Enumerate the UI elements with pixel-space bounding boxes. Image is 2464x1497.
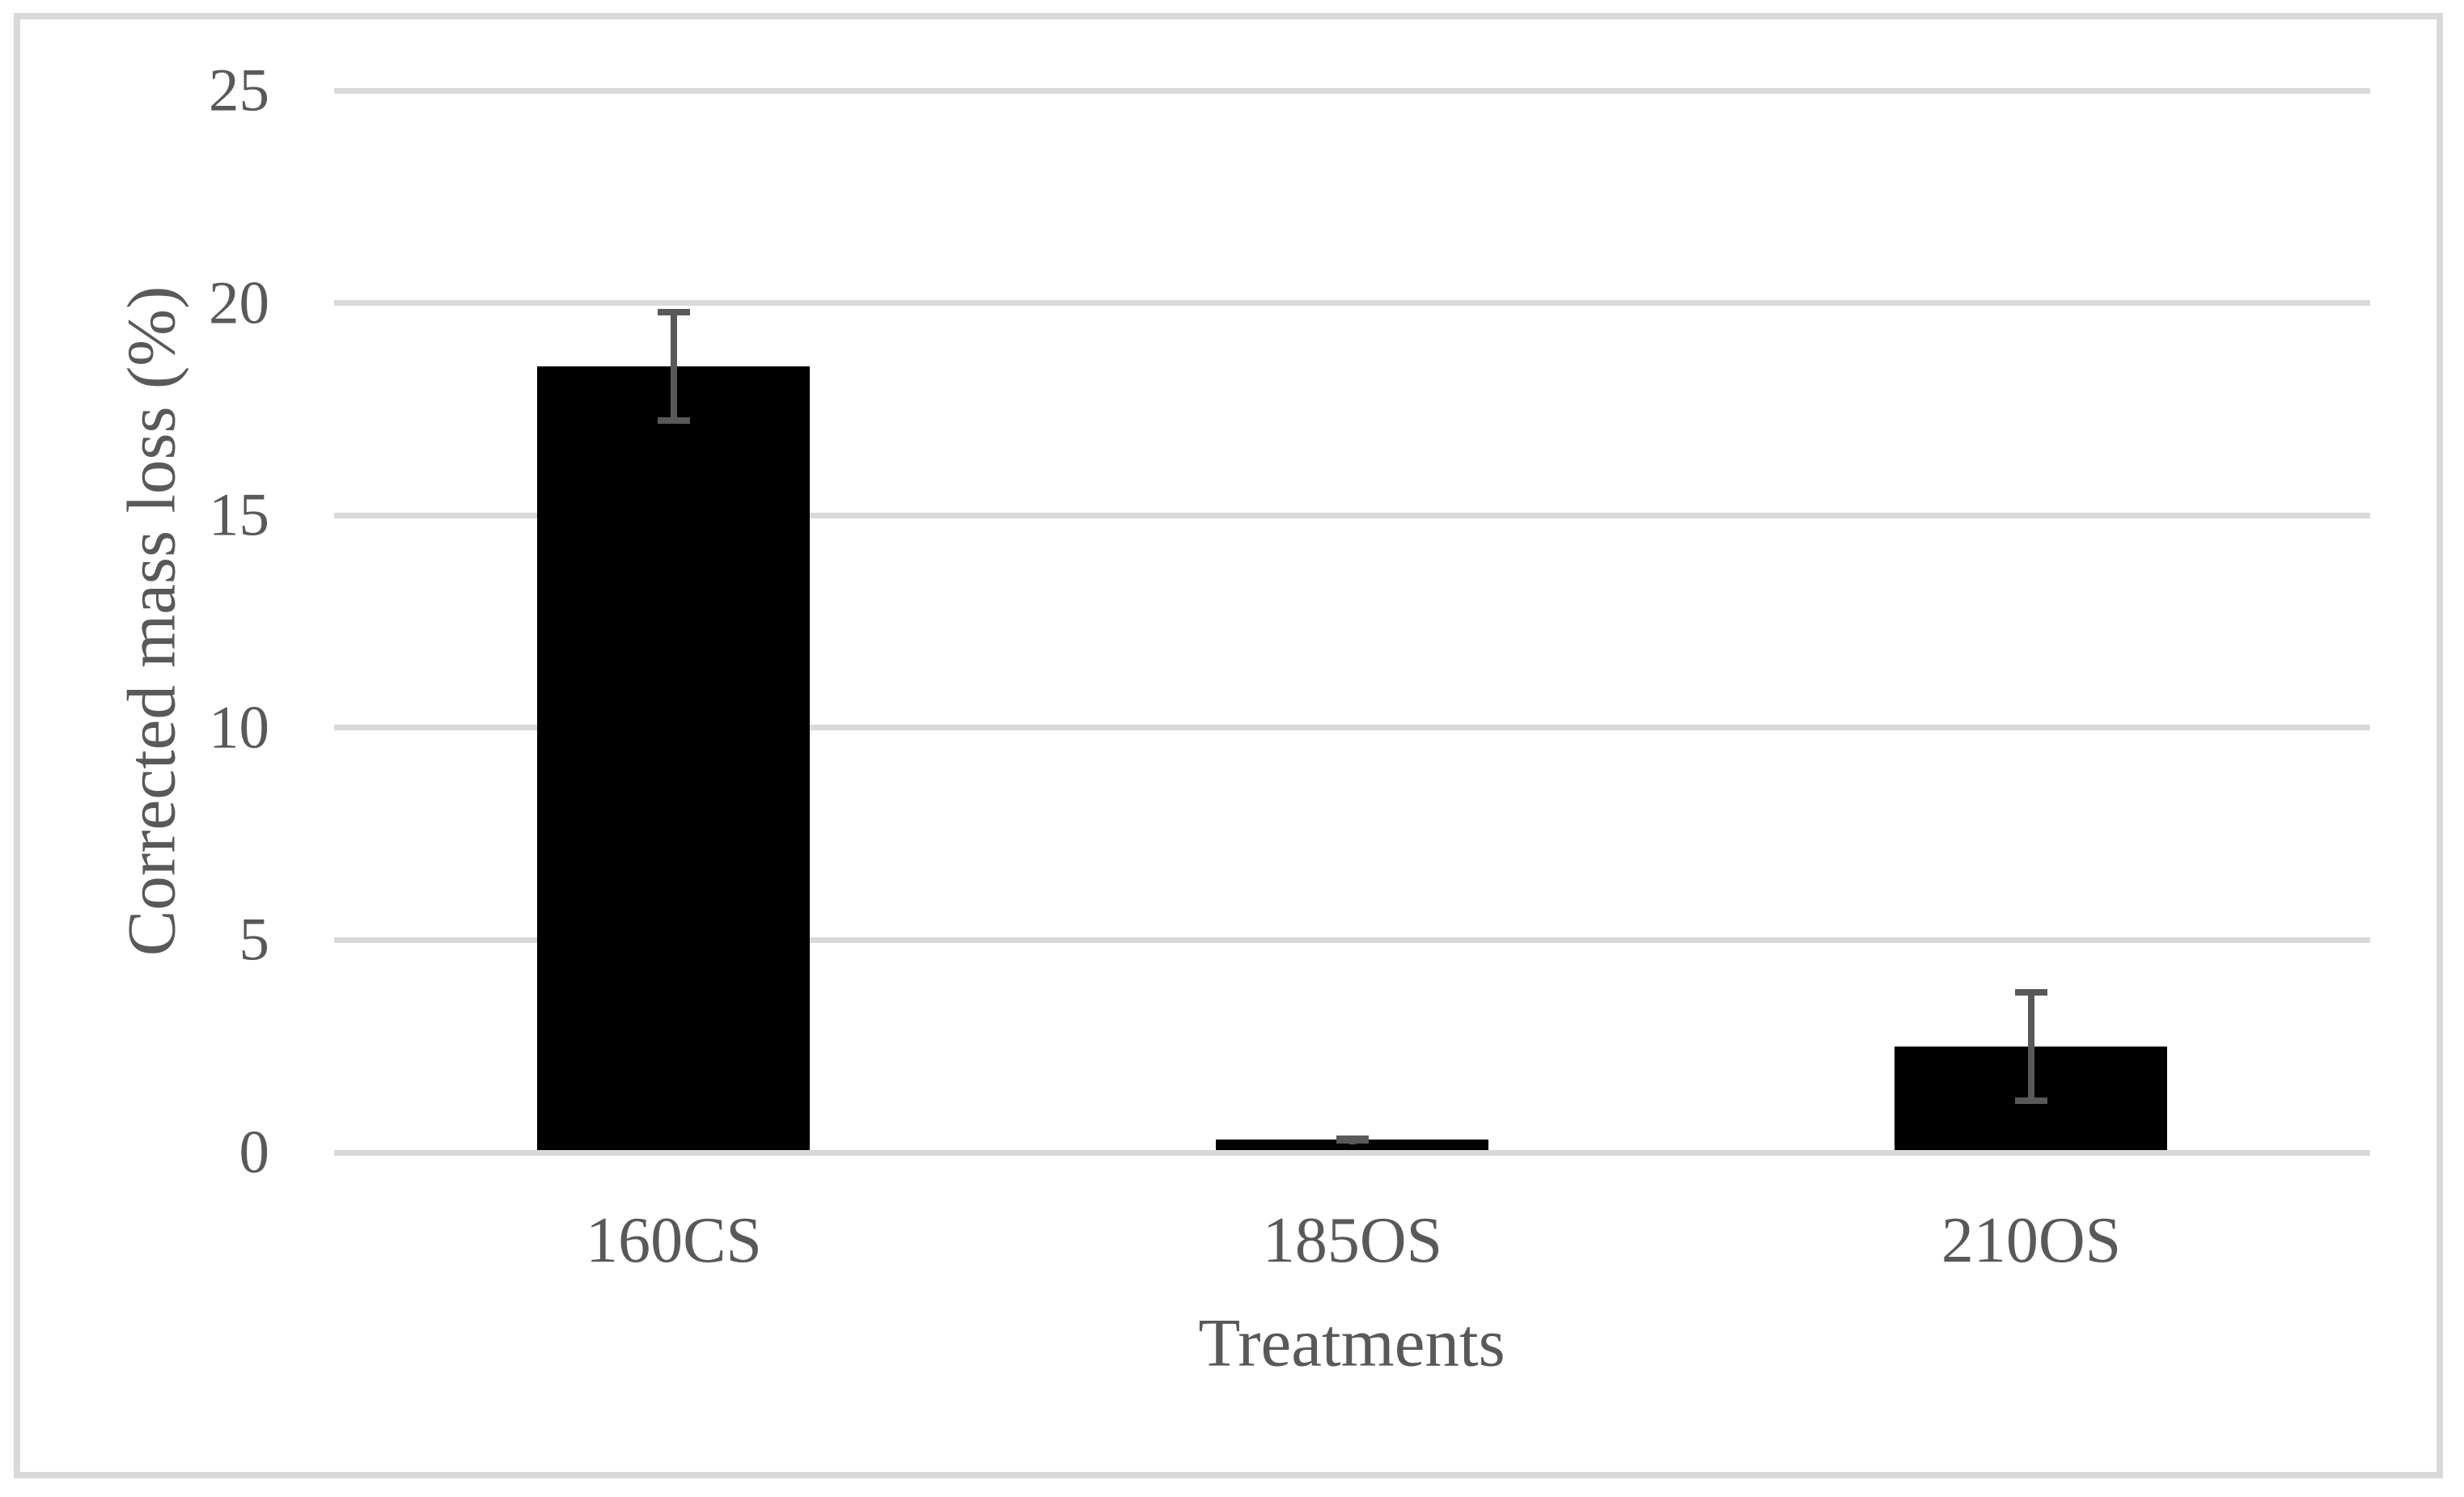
y-tick-label-20: 20	[209, 269, 269, 337]
error-bar-cap-bottom-160CS	[658, 417, 690, 424]
x-axis-title: Treatments	[1198, 1305, 1505, 1381]
gridline-y-10	[334, 725, 2370, 730]
error-bar-cap-top-210OS	[2015, 989, 2047, 996]
error-bar-cap-bottom-210OS	[2015, 1097, 2047, 1104]
gridline-y-25	[334, 88, 2370, 94]
y-tick-label-25: 25	[209, 57, 269, 125]
error-bar-line-210OS	[2028, 989, 2034, 1104]
bar-185OS	[1216, 1140, 1488, 1150]
error-bar-cap-bottom-185OS	[1336, 1137, 1369, 1144]
category-label-210OS: 210OS	[1941, 1205, 2122, 1276]
category-label-160CS: 160CS	[586, 1205, 762, 1276]
y-tick-label-5: 5	[239, 906, 270, 974]
figure-frame-border	[14, 13, 2443, 1478]
y-tick-label-15: 15	[209, 481, 269, 549]
y-axis-title: Corrected mass loss (%)	[113, 285, 190, 957]
gridline-y-0	[334, 1150, 2370, 1156]
error-bar-cap-top-160CS	[658, 309, 690, 315]
y-tick-label-0: 0	[239, 1119, 270, 1186]
category-label-185OS: 185OS	[1262, 1205, 1443, 1276]
gridline-y-5	[334, 937, 2370, 943]
gridline-y-15	[334, 513, 2370, 518]
y-tick-label-10: 10	[209, 694, 269, 762]
bar-160CS	[537, 366, 810, 1150]
gridline-y-20	[334, 300, 2370, 306]
error-bar-line-160CS	[671, 309, 677, 424]
